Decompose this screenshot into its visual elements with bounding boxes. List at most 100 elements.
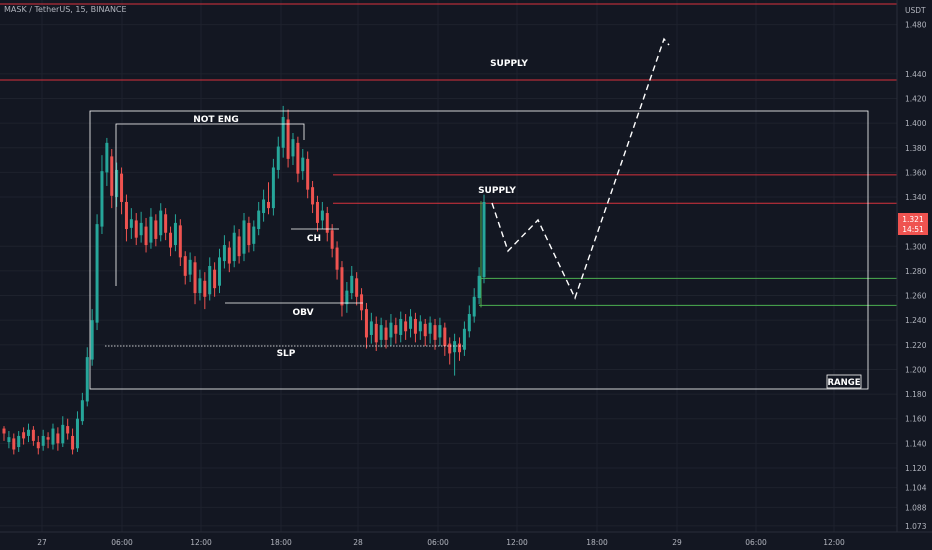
candle xyxy=(467,305,471,338)
range-label: RANGE xyxy=(827,378,860,388)
current-price-tag xyxy=(898,213,928,235)
candle-body xyxy=(360,294,364,311)
time-label: 06:00 xyxy=(427,538,449,547)
candle xyxy=(237,229,241,264)
candle-body xyxy=(56,433,60,444)
candle-body xyxy=(320,210,324,221)
candle-body xyxy=(374,323,378,343)
candle xyxy=(213,262,217,297)
range-box[interactable] xyxy=(89,110,869,390)
candle-body xyxy=(350,275,354,294)
price-tick-label: 1.360 xyxy=(905,168,927,177)
annotations: SUPPLY SUPPLY NOT ENG CH OBV SLP RANGE xyxy=(89,37,869,390)
candle xyxy=(222,235,226,269)
candle xyxy=(85,347,89,407)
candle-body xyxy=(169,232,173,248)
candle xyxy=(17,431,21,452)
price-tick-label: 1.088 xyxy=(905,503,927,512)
candle-body xyxy=(482,201,486,278)
candle-body xyxy=(124,201,128,230)
candle-body xyxy=(193,262,197,294)
candle-body xyxy=(237,236,241,257)
candle-body xyxy=(129,219,133,228)
candle-body xyxy=(335,247,339,270)
candle-body xyxy=(345,290,349,305)
price-scale[interactable]: USDT 1.480 1.440 1.420 1.400 1.380 1.360 1.340… xyxy=(896,0,928,532)
candle xyxy=(340,261,344,317)
candle xyxy=(438,317,442,347)
candle xyxy=(61,416,65,448)
candle xyxy=(257,201,261,236)
candle xyxy=(384,320,388,349)
price-tick-label: 1.260 xyxy=(905,292,927,301)
candle-body xyxy=(218,257,222,286)
candle-body xyxy=(262,199,266,214)
candle-body xyxy=(154,220,158,239)
candle-body xyxy=(472,296,476,317)
price-tick-label: 1.220 xyxy=(905,341,927,350)
candle xyxy=(315,195,319,232)
candle xyxy=(399,311,403,343)
candle-body xyxy=(41,435,45,446)
candle-body xyxy=(232,232,236,262)
candle-body xyxy=(311,187,315,205)
candle xyxy=(105,137,109,186)
candle-body xyxy=(183,256,187,276)
candle xyxy=(46,432,50,449)
candle-body xyxy=(413,318,417,334)
time-axis[interactable]: 27 06:00 12:00 18:00 28 06:00 12:00 18:00 29 06:0… xyxy=(0,531,932,547)
candle xyxy=(462,321,466,356)
current-price-value: 1.321 xyxy=(902,215,924,224)
candle xyxy=(413,312,417,343)
candle-body xyxy=(296,142,300,174)
price-tick-label: 1.340 xyxy=(905,193,927,202)
candle xyxy=(95,214,99,331)
candle xyxy=(433,318,437,350)
candle xyxy=(129,208,133,239)
candle xyxy=(75,411,79,452)
price-ticks: 1.480 1.440 1.420 1.400 1.380 1.360 1.340 1.300… xyxy=(905,21,927,531)
candle-body xyxy=(438,325,442,338)
price-tick-label: 1.400 xyxy=(905,119,927,128)
candle-body xyxy=(428,322,432,334)
candle-body xyxy=(213,269,217,289)
candle-body xyxy=(7,437,11,443)
candle-body xyxy=(75,418,79,449)
candle xyxy=(144,217,148,253)
candle-body xyxy=(134,220,138,238)
candle-body xyxy=(384,327,388,340)
candle xyxy=(26,423,30,443)
time-label: 28 xyxy=(353,538,363,547)
candle-body xyxy=(159,210,163,236)
candle xyxy=(134,213,138,246)
price-tick-label: 1.104 xyxy=(905,484,927,493)
countdown-value: 14:51 xyxy=(902,225,924,234)
time-label: 12:00 xyxy=(506,538,528,547)
candle xyxy=(66,418,70,440)
candle xyxy=(389,314,393,347)
candle-body xyxy=(315,201,319,223)
candle-body xyxy=(340,267,344,306)
candle-body xyxy=(291,139,295,157)
not-eng-bracket[interactable] xyxy=(115,123,305,286)
candle xyxy=(80,392,84,425)
candle-body xyxy=(409,316,413,329)
price-tick-label: 1.420 xyxy=(905,95,927,104)
candle-body xyxy=(467,314,471,332)
candle xyxy=(320,201,324,230)
candle xyxy=(159,203,163,242)
time-label: 18:00 xyxy=(270,538,292,547)
candle-body xyxy=(178,225,182,258)
candle-body xyxy=(330,230,334,249)
projection-path[interactable] xyxy=(491,37,670,300)
candle xyxy=(36,435,40,455)
ch-label: CH xyxy=(307,234,321,244)
candle-body xyxy=(61,424,65,444)
time-label: 12:00 xyxy=(190,538,212,547)
candle xyxy=(311,181,315,214)
supply-top-label: SUPPLY xyxy=(490,59,528,69)
candle-body xyxy=(418,321,422,332)
candle-body xyxy=(477,275,481,299)
